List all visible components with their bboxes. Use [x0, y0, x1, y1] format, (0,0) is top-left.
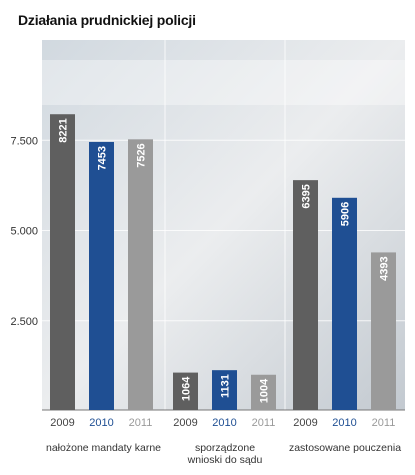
bar-value-label: 1064: [181, 376, 193, 401]
year-label: 2009: [293, 417, 317, 429]
y-tick-label: 7.500: [10, 135, 38, 147]
year-label: 2009: [50, 417, 74, 429]
group-label: wnioski do sądu: [187, 454, 263, 466]
bar-value-label: 6395: [301, 184, 313, 208]
group-label: nałożone mandaty karne: [46, 442, 161, 454]
bar-value-label: 7526: [136, 143, 148, 167]
year-label: 2010: [332, 417, 356, 429]
bar-value-label: 1131: [220, 374, 232, 398]
chart-title: Działania prudnickiej policji: [18, 12, 196, 28]
year-label: 2009: [173, 417, 197, 429]
year-label: 2010: [212, 417, 236, 429]
year-label: 2011: [129, 417, 153, 429]
y-tick-label: 5.000: [10, 226, 38, 238]
bar-2011-group-1: [128, 139, 153, 410]
year-label: 2010: [89, 417, 113, 429]
bar-2011-group-3: [371, 252, 396, 410]
bar-2011-group-2: [251, 374, 276, 410]
bar-value-label: 7453: [97, 146, 109, 170]
y-tick-label: 2.500: [10, 316, 38, 328]
bar-value-label: 8221: [58, 118, 70, 142]
bar-2009-group-2: [173, 372, 198, 410]
bar-2010-group-1: [89, 141, 114, 410]
bar-2009-group-3: [293, 180, 318, 410]
group-label: sporządzone: [195, 442, 255, 454]
year-label: 2011: [372, 417, 396, 429]
year-label: 2011: [252, 417, 276, 429]
bar-value-label: 5906: [340, 202, 352, 226]
bar-2010-group-2: [212, 370, 237, 410]
group-label: zastosowane pouczenia: [289, 442, 401, 454]
bar-2009-group-1: [50, 114, 75, 411]
bar-value-label: 4393: [379, 256, 391, 280]
bar-2010-group-3: [332, 197, 357, 410]
background-photo-band: [42, 60, 405, 105]
bar-value-label: 1004: [259, 378, 271, 403]
